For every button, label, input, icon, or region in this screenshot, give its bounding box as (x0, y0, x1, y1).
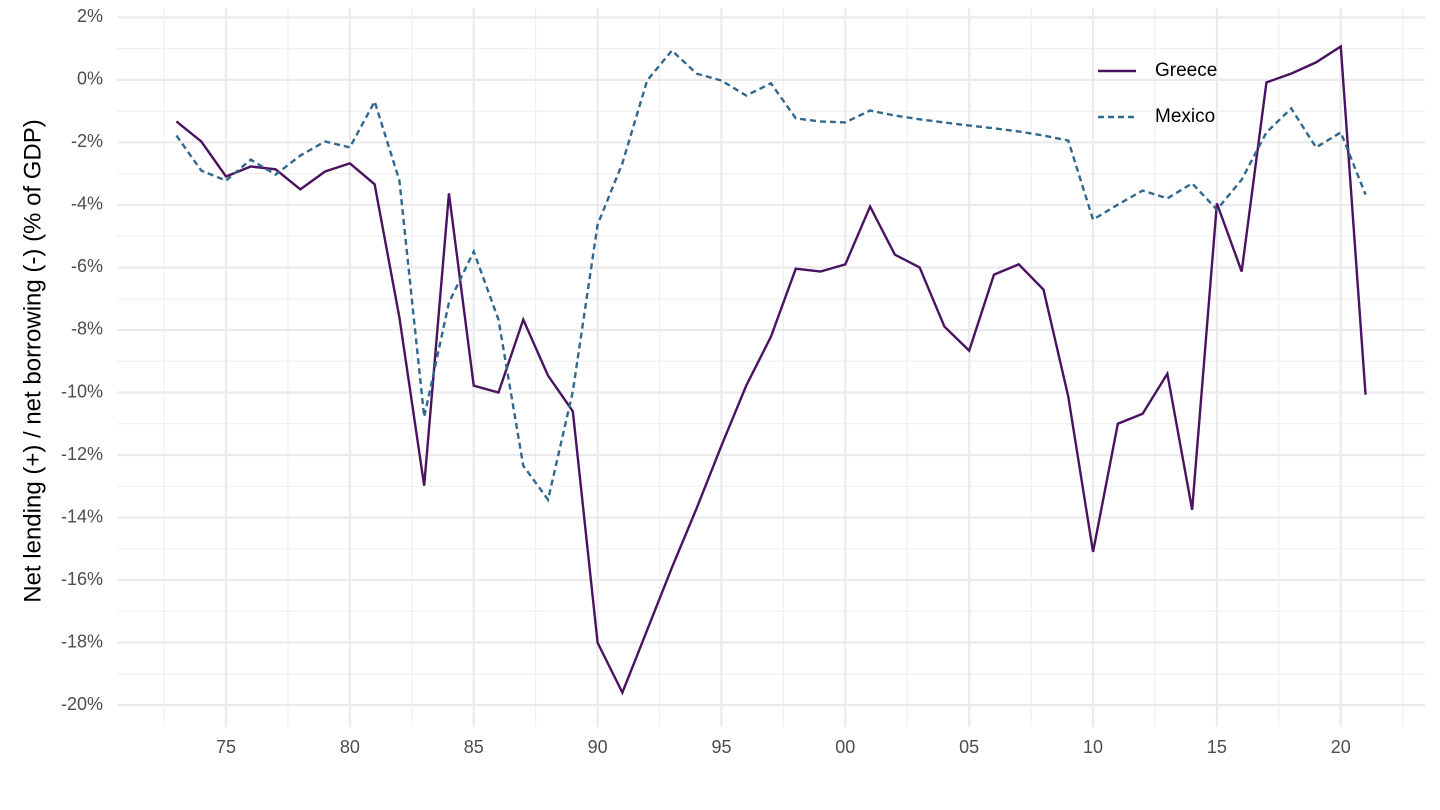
y-tick-label: 0% (77, 69, 103, 89)
y-tick-label: -12% (61, 444, 103, 464)
legend-label: Greece (1155, 60, 1217, 81)
x-tick-label: 10 (1083, 737, 1103, 757)
x-tick-label: 95 (711, 737, 731, 757)
y-tick-label: 2% (77, 6, 103, 26)
y-tick-label: -16% (61, 569, 103, 589)
x-tick-label: 85 (464, 737, 484, 757)
y-tick-label: -2% (71, 131, 103, 151)
y-tick-label: -18% (61, 631, 103, 651)
y-tick-label: -8% (71, 319, 103, 339)
y-axis-title: Net lending (+) / net borrowing (-) (% o… (19, 119, 46, 603)
y-tick-label: -10% (61, 381, 103, 401)
legend-label: Mexico (1155, 106, 1215, 127)
x-tick-label: 00 (835, 737, 855, 757)
x-tick-label: 75 (216, 737, 236, 757)
y-tick-label: -4% (71, 194, 103, 214)
x-tick-label: 15 (1207, 737, 1227, 757)
series-line (175, 48, 1367, 503)
x-tick-label: 90 (588, 737, 608, 757)
y-tick-label: -6% (71, 256, 103, 276)
y-tick-label: -20% (61, 694, 103, 714)
x-tick-label: 20 (1331, 737, 1351, 757)
x-tick-label: 80 (340, 737, 360, 757)
x-tick-label: 05 (959, 737, 979, 757)
y-tick-label: -14% (61, 506, 103, 526)
series-line (175, 44, 1367, 696)
